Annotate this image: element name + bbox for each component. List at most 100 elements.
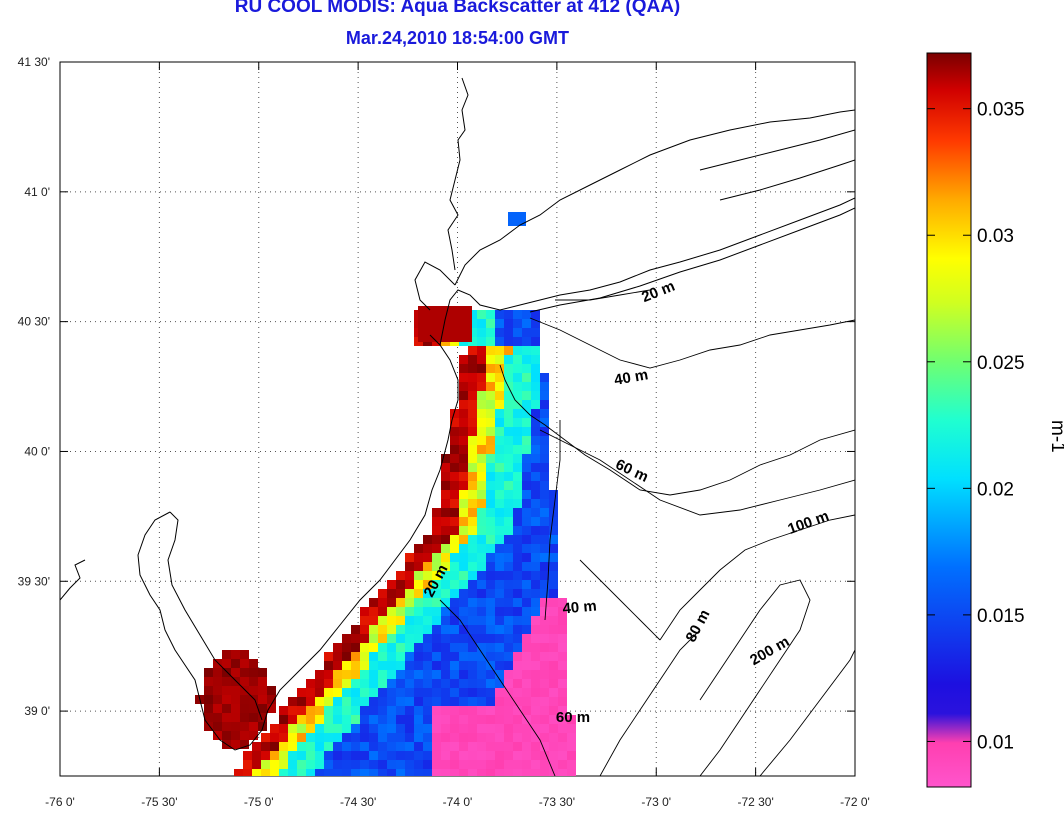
pixel [396,634,405,643]
pixel [549,490,558,499]
pixel [495,391,504,400]
pixel [222,686,231,695]
pixel [297,742,306,751]
pixel [249,713,258,722]
x-tick-labels: -76 0' -75 30' -75 0' -74 30' -74 0' -73 30' -… [45,795,870,809]
pixel [522,733,531,742]
pixel [549,589,558,598]
pixel [504,481,513,490]
colorbar-tick-label: 0.03 [977,226,1014,247]
pixel [432,652,441,661]
pixel [549,733,558,742]
pixel [369,769,378,776]
pixel [231,713,240,722]
pixel [522,481,531,490]
pixel [477,652,486,661]
pixel [252,769,261,776]
pixel [540,382,549,391]
pixel [504,760,513,769]
pixel [423,607,432,616]
pixel [459,688,468,697]
pixel [441,571,450,580]
pixel [441,742,450,751]
pixel [513,598,522,607]
pixel [495,508,504,517]
pixel [513,463,522,472]
pixel [213,677,222,686]
pixel [513,508,522,517]
pixel [468,454,477,463]
pixel [454,315,463,324]
pixel [468,562,477,571]
pixel [495,733,504,742]
pixel [333,760,342,769]
pixel [504,670,513,679]
pixel [522,346,531,355]
pixel [432,634,441,643]
pixel [405,742,414,751]
pixel [495,310,504,319]
pixel [414,643,423,652]
pixel [495,373,504,382]
pixel [504,427,513,436]
pixel [477,742,486,751]
pixel [477,508,486,517]
pixel [513,652,522,661]
pixel [249,668,258,677]
pixel [549,652,558,661]
pixel [441,472,450,481]
y-tick-labels: 41 30' 41 0' 40 30' 40 0' 39 30' 39 0' [18,55,50,718]
pixel [522,697,531,706]
pixel [279,706,288,715]
pixel [468,355,477,364]
pixel [459,490,468,499]
pixel [540,769,549,776]
pixel [477,418,486,427]
pixel [459,589,468,598]
pixel [486,571,495,580]
pixel [531,499,540,508]
pixel [495,544,504,553]
pixel [495,661,504,670]
pixel [396,706,405,715]
pixel [324,670,333,679]
pixel [387,670,396,679]
pixel [423,562,432,571]
pixel [522,652,531,661]
pixel [405,562,414,571]
pixel [513,769,522,776]
pixel [315,706,324,715]
pixel [531,508,540,517]
pixel [351,724,360,733]
pixel [351,670,360,679]
pixel [306,724,315,733]
pixel [204,677,213,686]
pixel [486,373,495,382]
y-tick-label: 40 0' [24,444,50,458]
pixel [486,706,495,715]
pixel [297,715,306,724]
pixel [441,481,450,490]
pixel [405,661,414,670]
pixel [540,625,549,634]
pixel [549,535,558,544]
pixel [441,553,450,562]
pixel [508,212,526,226]
pixel [360,769,369,776]
pixel [243,769,252,776]
pixel [387,625,396,634]
pixel [468,760,477,769]
pixel [504,553,513,562]
pixel [522,724,531,733]
pixel [540,724,549,733]
pixel [522,661,531,670]
pixel [459,544,468,553]
pixel [495,589,504,598]
pixel [486,652,495,661]
pixel [522,580,531,589]
pixel [258,686,267,695]
pixel [297,760,306,769]
pixel [459,364,468,373]
pixel [531,400,540,409]
pixel [258,713,267,722]
